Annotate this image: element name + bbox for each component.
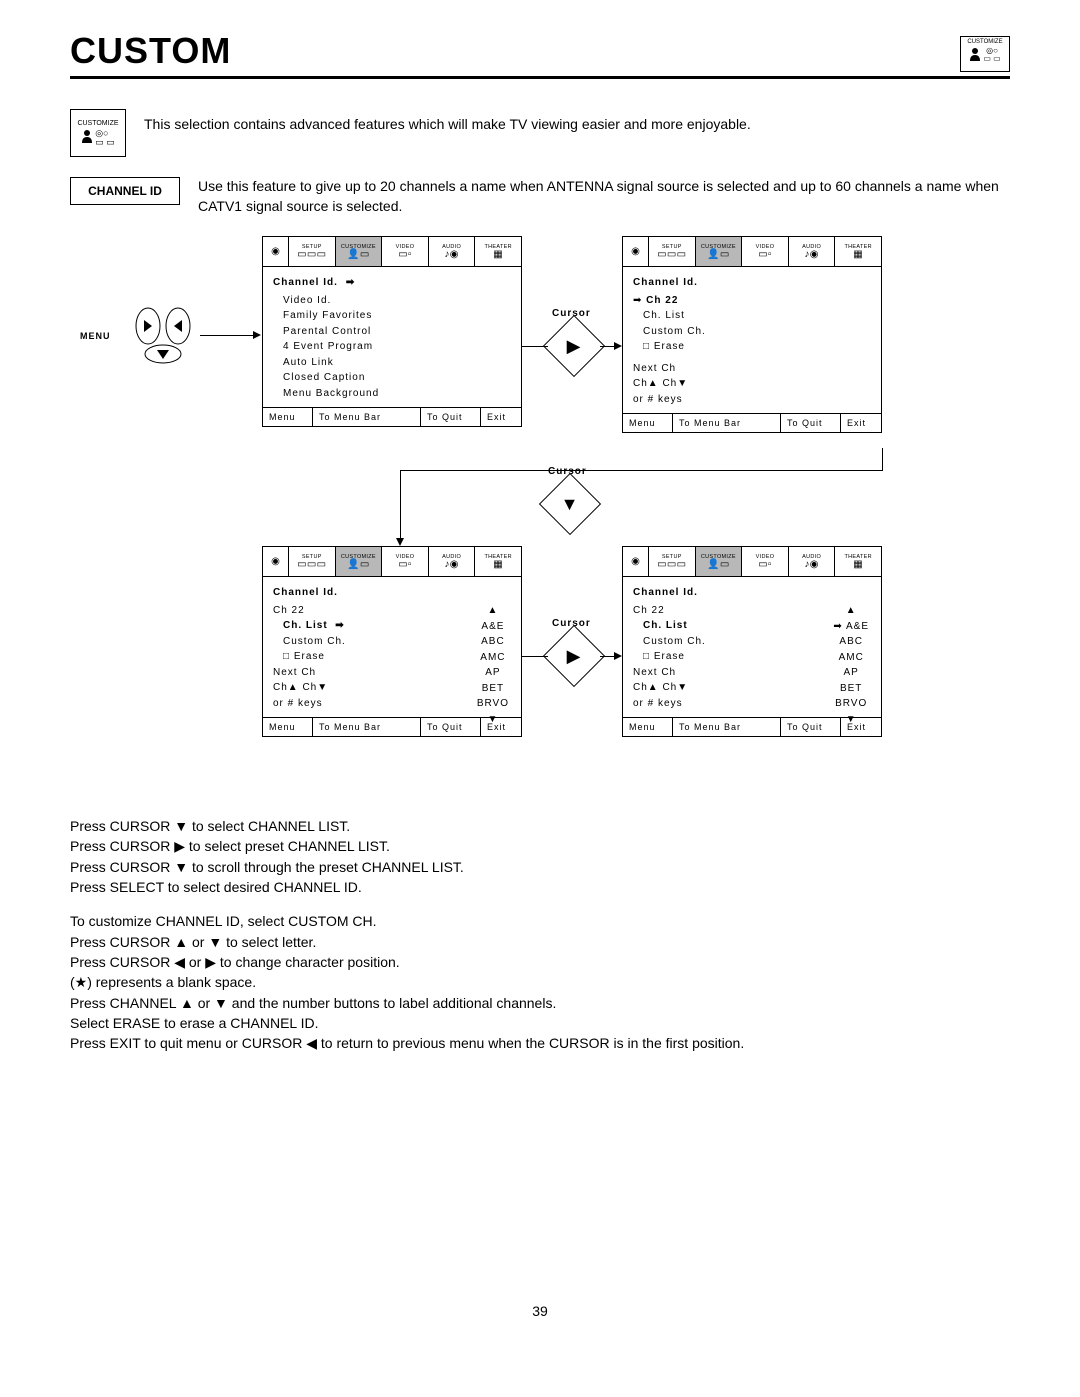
tab-bar: ◉ SETUP▭▭▭ CUSTOMIZE👤▭ VIDEO▭▫ AUDIO♪◉ T… xyxy=(263,237,521,267)
cursor-down: ▼ xyxy=(539,473,601,535)
tab-setup: SETUP▭▭▭ xyxy=(289,237,336,266)
s1-title: Channel Id. xyxy=(273,275,338,291)
tab-customize: CUSTOMIZE👤▭ xyxy=(336,237,383,266)
tab-theater: THEATER▦ xyxy=(475,237,521,266)
channel-id-label: CHANNEL ID xyxy=(70,177,180,205)
menu-label: MENU xyxy=(80,331,111,341)
channel-id-row: CHANNEL ID Use this feature to give up t… xyxy=(70,177,1010,216)
customize-icon-top: CUSTOMIZE ◎○▭ ▭ xyxy=(960,36,1010,72)
screen-1: ◉ SETUP▭▭▭ CUSTOMIZE👤▭ VIDEO▭▫ AUDIO♪◉ T… xyxy=(262,236,522,427)
screen-3: ◉ SETUP▭▭▭ CUSTOMIZE👤▭ VIDEO▭▫ AUDIO♪◉ T… xyxy=(262,546,522,737)
page-header: CUSTOM CUSTOMIZE ◎○▭ ▭ xyxy=(70,30,1010,79)
intro-row: CUSTOMIZE ◎○▭ ▭ This selection contains … xyxy=(70,109,1010,157)
tab-audio: AUDIO♪◉ xyxy=(429,237,476,266)
channel-list-3: ▲ A&E ABC AMC AP BET BRVO ▼ xyxy=(477,603,509,727)
tab-video: VIDEO▭▫ xyxy=(382,237,429,266)
flow-diagram: MENU ◉ SETUP▭▭▭ CUSTOMIZE👤▭ VIDEO▭▫ AUDI… xyxy=(80,236,1020,796)
page-title: CUSTOM xyxy=(70,30,231,72)
screen-2: ◉ SETUP▭▭▭ CUSTOMIZE👤▭ VIDEO▭▫ AUDIO♪◉ T… xyxy=(622,236,882,433)
cursor-right-2: ▶ xyxy=(543,625,605,687)
instructions: Press CURSOR ▼ to select CHANNEL LIST. P… xyxy=(70,816,1010,1053)
intro-text: This selection contains advanced feature… xyxy=(144,109,751,157)
channel-id-desc: Use this feature to give up to 20 channe… xyxy=(198,177,1010,216)
screen-foot: Menu To Menu Bar To Quit Exit xyxy=(263,407,521,426)
channel-list-4: ▲ ➡ A&E ABC AMC AP BET BRVO ▼ xyxy=(833,603,869,727)
screen-4: ◉ SETUP▭▭▭ CUSTOMIZE👤▭ VIDEO▭▫ AUDIO♪◉ T… xyxy=(622,546,882,737)
customize-icon-left: CUSTOMIZE ◎○▭ ▭ xyxy=(70,109,126,157)
page-number: 39 xyxy=(70,1303,1010,1319)
dial-icon: ◉ xyxy=(263,237,289,266)
cursor-right-1: ▶ xyxy=(543,315,605,377)
menu-buttons xyxy=(130,306,200,369)
